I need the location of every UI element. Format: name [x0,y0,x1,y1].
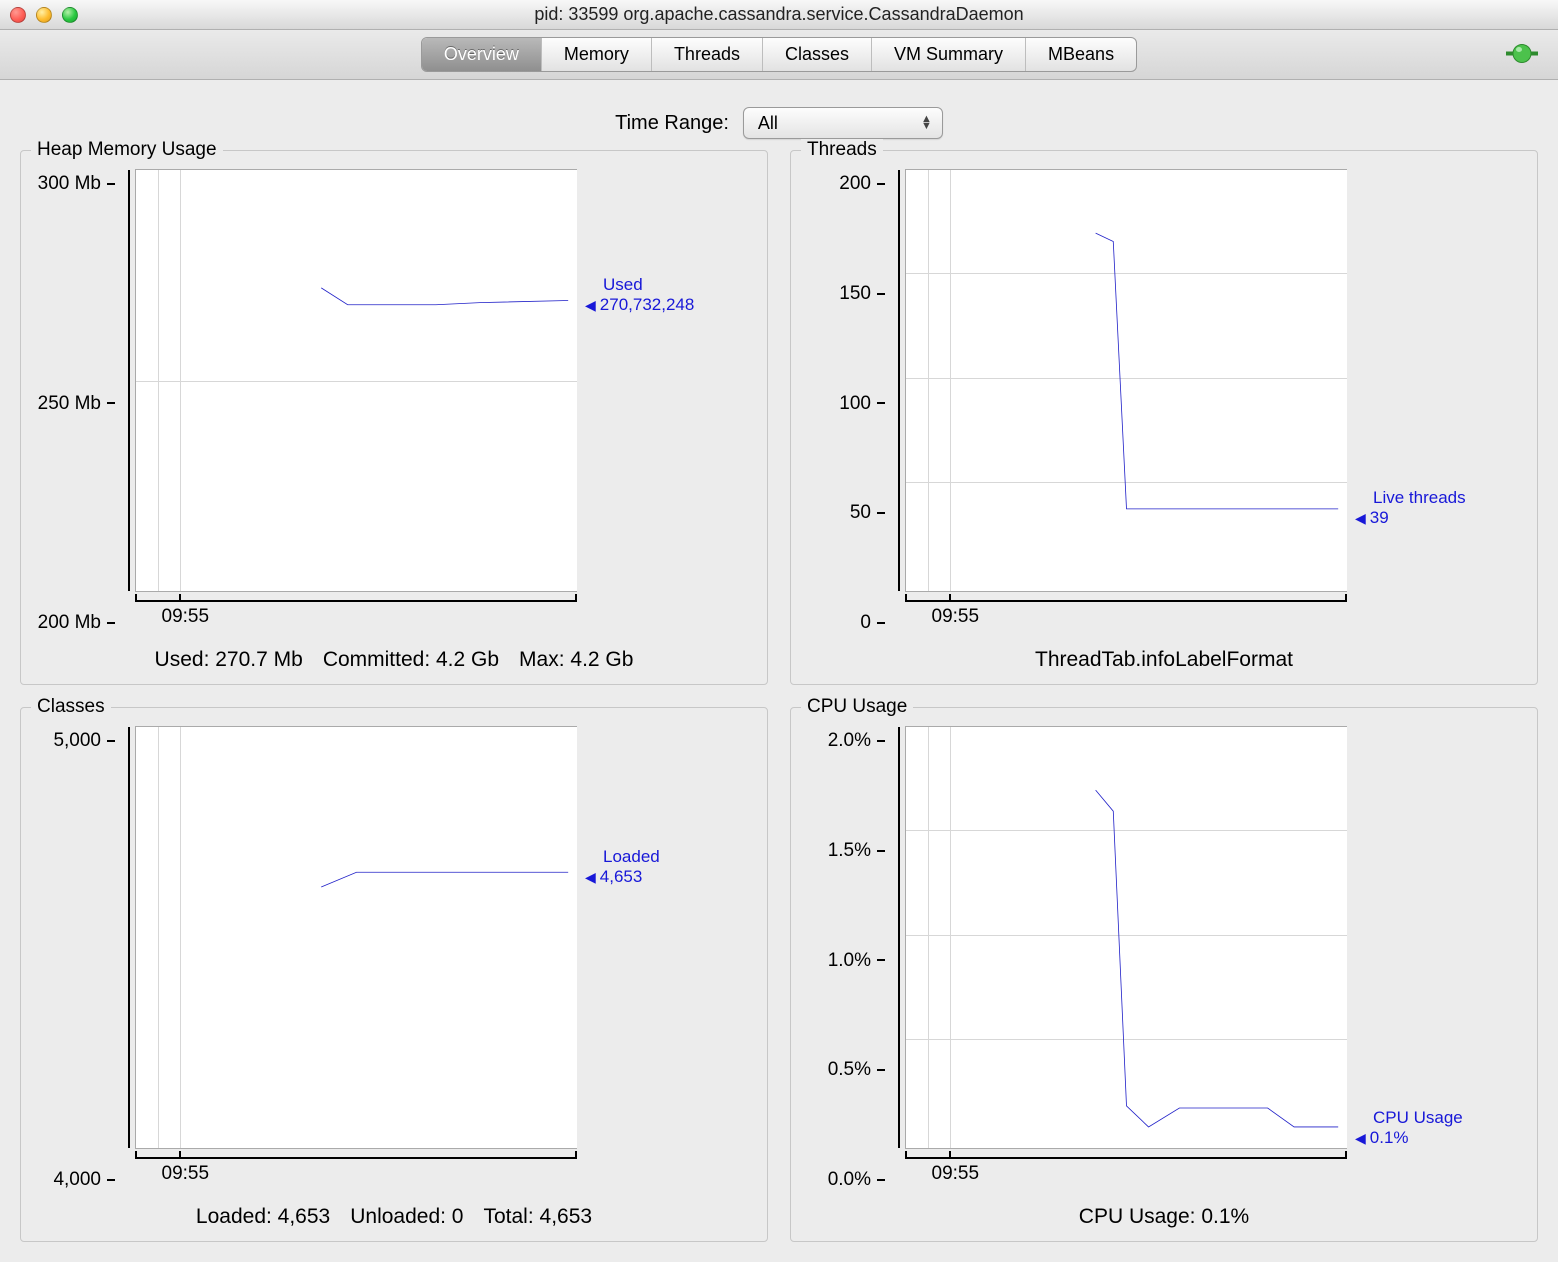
plot-area [905,726,1347,1149]
panel-threads: Threads20015010050009:55Live threads◀39T… [790,150,1538,685]
titlebar: pid: 33599 org.apache.cassandra.service.… [0,0,1558,30]
annot-label: Loaded [585,847,660,867]
tab-vm-summary[interactable]: VM Summary [872,38,1026,71]
toolbar: OverviewMemoryThreadsClassesVM SummaryMB… [0,30,1558,80]
footer-c: Max: 4.2 Gb [519,648,633,671]
y-tick-label: 300 Mb [38,173,115,195]
panel-footer: CPU Usage: 0.1% [803,1195,1525,1229]
chart-wrap: 200 150 100 50 0 09:55 Live threads◀39 [803,169,1525,638]
panel-footer: Loaded: 4,653 Unloaded: 0 Total: 4,653 [33,1195,755,1229]
footer-a: Loaded: 4,653 [196,1205,330,1228]
series-annotation: Used◀270,732,248 [585,169,755,638]
y-tick-label: 200 Mb [38,612,115,634]
panel-footer: Used: 270.7 Mb Committed: 4.2 Gb Max: 4.2 … [33,638,755,672]
panel-title: Threads [801,139,883,161]
time-range-value: All [758,113,778,134]
chart-wrap: 5,000 4,000 09:55 Loaded◀4,653 [33,726,755,1195]
x-tick-label: 09:55 [162,1163,210,1185]
content: Time Range: All ▲▼ Heap Memory Usage 300 … [0,80,1558,1262]
x-tick-label: 09:55 [162,606,210,628]
series-annotation: CPU Usage◀0.1% [1355,726,1525,1195]
y-tick-label: 0.0% [828,1169,885,1191]
x-tick-label: 09:55 [932,606,980,628]
y-tick-label: 100 [839,393,885,415]
panel-title: Classes [31,696,111,718]
panel-classes: Classes5,0004,00009:55Loaded◀4,653Loaded… [20,707,768,1242]
y-tick-label: 4,000 [53,1169,115,1191]
y-axis: 300 Mb 250 Mb 200 Mb [33,169,119,638]
footer-c: Total: 4,653 [483,1205,592,1228]
y-axis: 2.0% 1.5% 1.0% 0.5% 0.0% [803,726,889,1195]
footer-b: Committed: 4.2 Gb [323,648,499,671]
time-range-select[interactable]: All ▲▼ [743,107,943,139]
y-tick-label: 0 [860,612,885,634]
y-tick-label: 250 Mb [38,393,115,415]
series-line [906,170,1347,591]
plot-area [135,169,577,592]
y-tick-label: 1.5% [828,840,885,862]
footer-b: Unloaded: 0 [350,1205,463,1228]
traffic-lights [10,7,78,23]
annot-value: ◀4,653 [585,867,660,887]
panel-cpu: CPU Usage 2.0% 1.5% 1.0% 0.5% 0.0% 09:55 CPU Us… [790,707,1538,1242]
y-tick-label: 50 [850,502,885,524]
y-tick-label: 200 [839,173,885,195]
tab-mbeans[interactable]: MBeans [1026,38,1136,71]
tab-overview[interactable]: Overview [422,38,542,71]
annot-value: ◀39 [1355,508,1466,528]
y-axis: 200 150 100 50 0 [803,169,889,638]
tabs-segment: OverviewMemoryThreadsClassesVM SummaryMB… [421,37,1137,72]
series-line [906,727,1347,1148]
annot-label: CPU Usage [1355,1108,1463,1128]
plot-area [905,169,1347,592]
annot-value: ◀270,732,248 [585,295,694,315]
chart-wrap: 300 Mb 250 Mb 200 Mb 09:55 Used◀270,732,248 [33,169,755,638]
y-axis: 5,000 4,000 [33,726,119,1195]
annot-label: Live threads [1355,488,1466,508]
series-annotation: Loaded◀4,653 [585,726,755,1195]
minimize-icon[interactable] [36,7,52,23]
window-title: pid: 33599 org.apache.cassandra.service.… [0,4,1558,25]
y-tick-label: 5,000 [53,730,115,752]
panel-footer: ThreadTab.infoLabelFormat [803,638,1525,672]
close-icon[interactable] [10,7,26,23]
series-annotation: Live threads◀39 [1355,169,1525,638]
tab-classes[interactable]: Classes [763,38,872,71]
annot-value: ◀0.1% [1355,1128,1463,1148]
x-axis: 09:55 [135,1149,577,1195]
time-range-row: Time Range: All ▲▼ [20,96,1538,150]
tab-threads[interactable]: Threads [652,38,763,71]
connection-status-icon [1506,42,1538,67]
x-axis: 09:55 [135,592,577,638]
x-axis: 09:55 [905,592,1347,638]
panel-title: CPU Usage [801,696,913,718]
chart-wrap: 2.0% 1.5% 1.0% 0.5% 0.0% 09:55 CPU Usage◀0.1% [803,726,1525,1195]
x-tick-label: 09:55 [932,1163,980,1185]
y-tick-label: 0.5% [828,1059,885,1081]
window: pid: 33599 org.apache.cassandra.service.… [0,0,1558,1262]
chart-grid: Heap Memory Usage300 Mb250 Mb200 Mb09:55… [20,150,1538,1242]
series-line [136,727,577,1148]
annot-label: Used [585,275,694,295]
x-axis: 09:55 [905,1149,1347,1195]
panel-heap: Heap Memory Usage300 Mb250 Mb200 Mb09:55… [20,150,768,685]
series-line [136,170,577,591]
tab-memory[interactable]: Memory [542,38,652,71]
y-tick-label: 150 [839,283,885,305]
time-range-label: Time Range: [615,112,729,135]
y-tick-label: 1.0% [828,950,885,972]
panel-title: Heap Memory Usage [31,139,223,161]
zoom-icon[interactable] [62,7,78,23]
select-arrows-icon: ▲▼ [921,116,932,130]
y-tick-label: 2.0% [828,730,885,752]
plot-area [135,726,577,1149]
footer-a: Used: 270.7 Mb [155,648,303,671]
